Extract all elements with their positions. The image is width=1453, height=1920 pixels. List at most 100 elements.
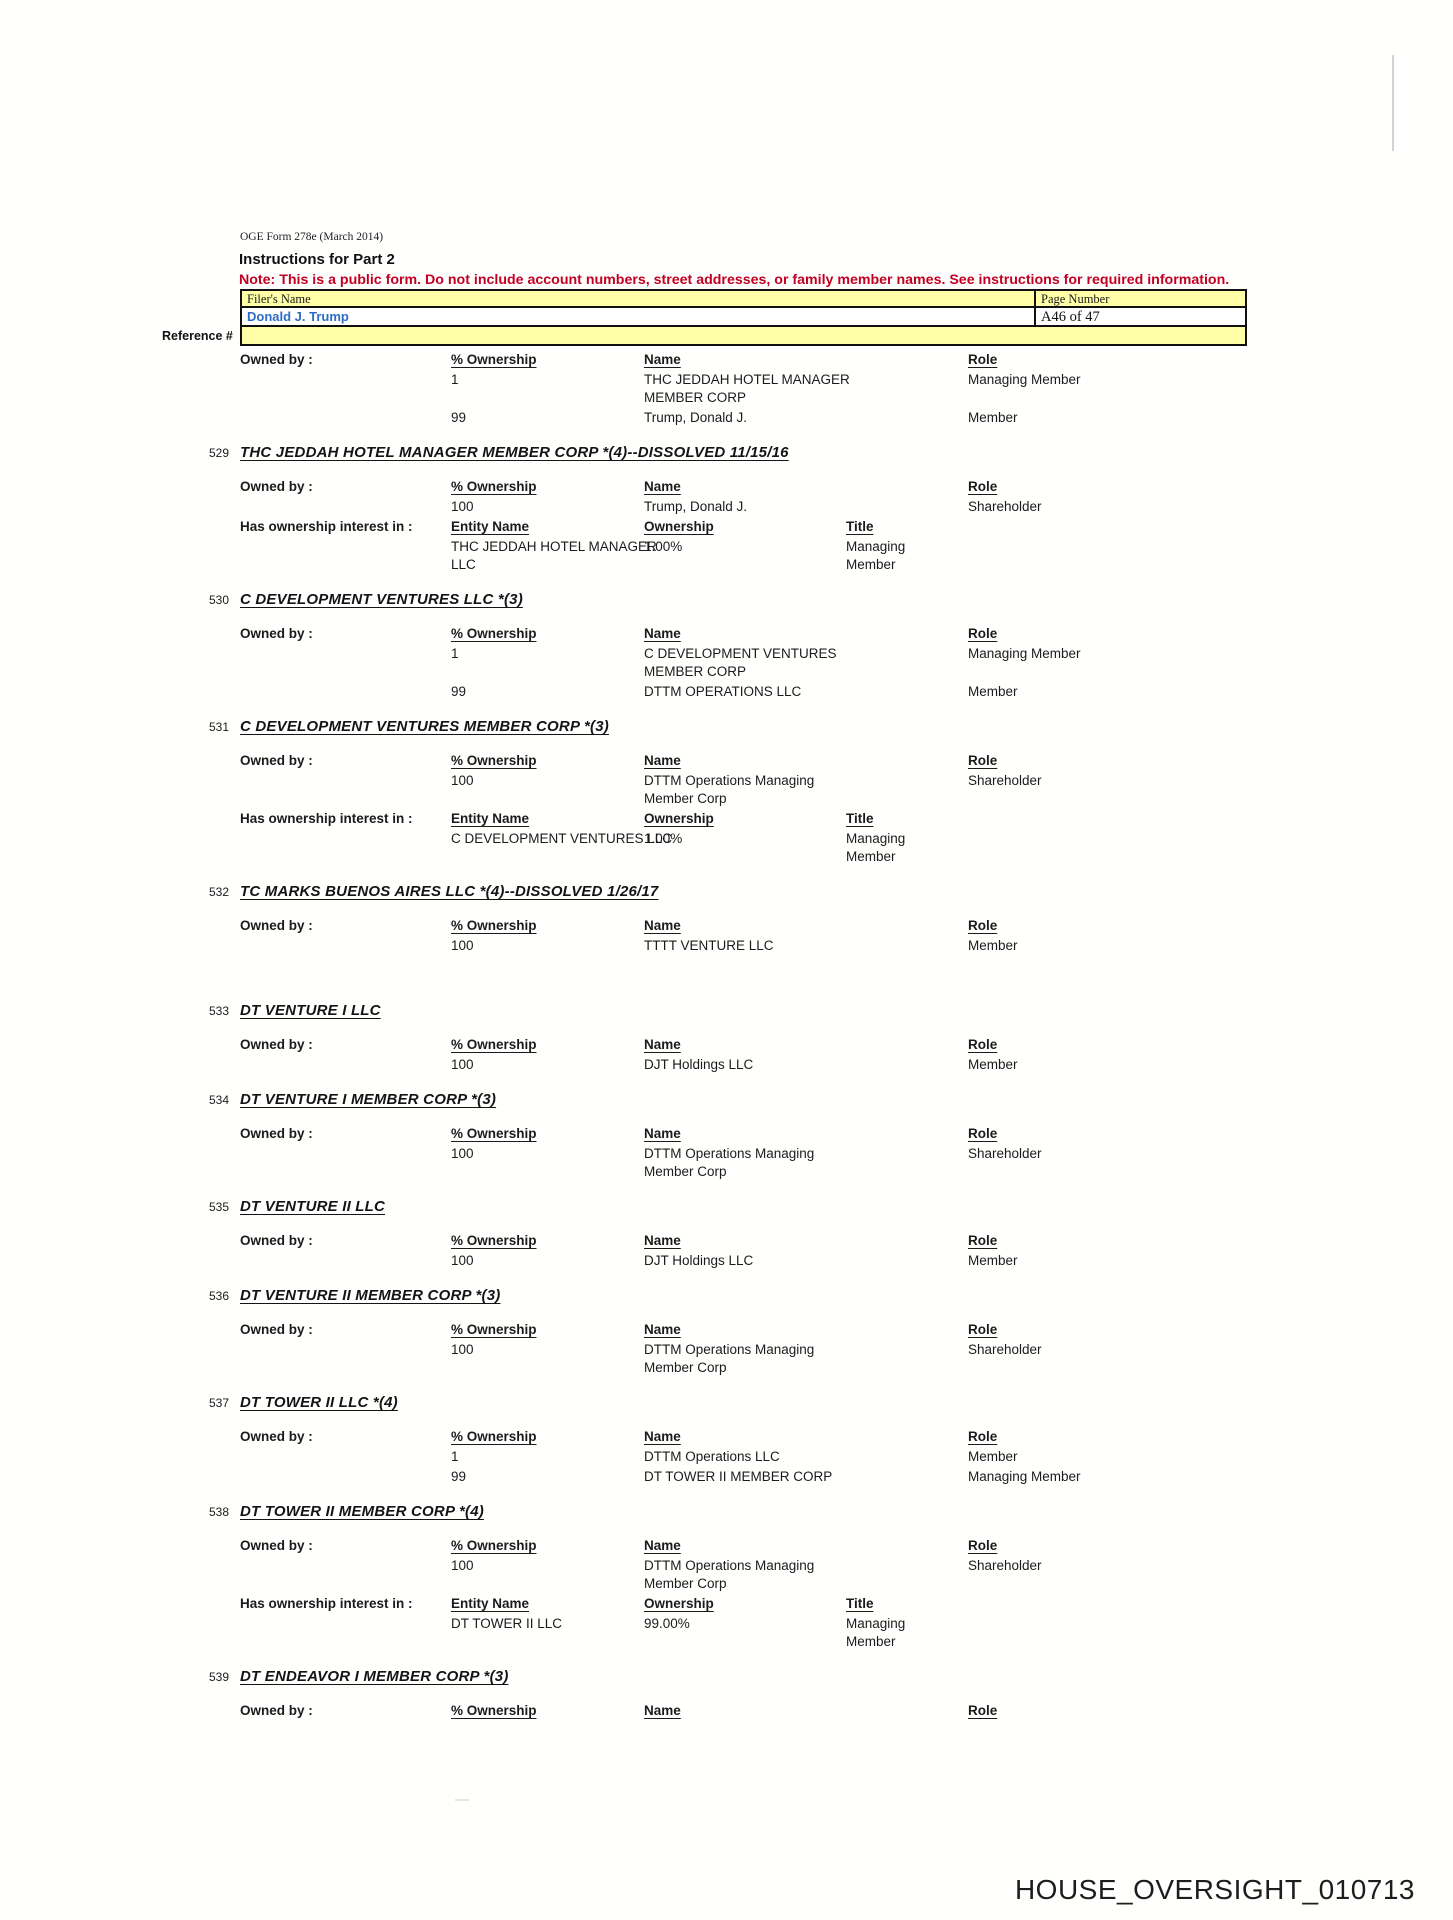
- section-heading: 537 DT TOWER II LLC *(4): [209, 1394, 1253, 1413]
- spacer-cell: [240, 498, 451, 516]
- spacer-cell: [846, 1056, 968, 1074]
- section-title: DT VENTURE II LLC: [240, 1198, 386, 1215]
- pct-cell: 99: [451, 410, 467, 425]
- scan-artifact-dash: [455, 1799, 469, 1801]
- ownership-row: 100 TTTT VENTURE LLC Member: [240, 937, 1253, 955]
- section: 537 DT TOWER II LLC *(4) Owned by : % Owner…: [209, 1394, 1253, 1486]
- spacer-cell: [846, 1428, 968, 1446]
- page-number-value: A46 of 47: [1041, 309, 1100, 325]
- pct-cell: 100: [451, 1253, 474, 1268]
- ownership-header: Ownership: [644, 519, 714, 534]
- ownership-row: 100 DTTM Operations Managing Member Corp S…: [240, 1341, 1253, 1377]
- column-header-row: Owned by : % Ownership Name Role: [240, 1036, 1253, 1054]
- section: 533 DT VENTURE I LLC Owned by : % Ownership…: [209, 1002, 1253, 1074]
- owned-by-label: Owned by :: [240, 479, 313, 494]
- owned-by-label: Owned by :: [240, 1429, 313, 1444]
- ownership-cell: 99.00%: [644, 1616, 690, 1631]
- pct-cell: 100: [451, 773, 474, 788]
- filer-info-table: Filer's Name Page Number Donald J. Trump…: [240, 289, 1247, 346]
- entity-cell: THC JEDDAH HOTEL MANAGER LLC: [451, 539, 657, 572]
- section-heading: 534 DT VENTURE I MEMBER CORP *(3): [209, 1091, 1253, 1110]
- footer-doc-id: HOUSE_OVERSIGHT_010713: [1014, 1874, 1415, 1905]
- spacer-cell: [846, 478, 968, 496]
- section-number: 536: [209, 1289, 230, 1303]
- pct-ownership-header: % Ownership: [451, 1037, 537, 1052]
- ownership-row: 100 Trump, Donald J. Shareholder: [240, 498, 1253, 516]
- name-cell: DTTM Operations Managing Member Corp: [644, 1146, 815, 1179]
- pct-cell: 100: [451, 938, 474, 953]
- scan-artifact-line: [1392, 55, 1394, 151]
- section-title: DT TOWER II MEMBER CORP *(4): [240, 1503, 484, 1520]
- section: 538 DT TOWER II MEMBER CORP *(4) Owned by …: [209, 1503, 1253, 1651]
- pct-ownership-header: % Ownership: [451, 1429, 537, 1444]
- role-cell: Member: [968, 1057, 1018, 1072]
- entity-name-header: Entity Name: [451, 1596, 530, 1611]
- role-cell: Shareholder: [968, 773, 1042, 788]
- pct-ownership-header: % Ownership: [451, 918, 537, 933]
- section-title: DT VENTURE II MEMBER CORP *(3): [240, 1287, 501, 1304]
- section-heading: 538 DT TOWER II MEMBER CORP *(4): [209, 1503, 1253, 1522]
- section-number: 533: [209, 1004, 230, 1018]
- entity-name-header: Entity Name: [451, 811, 530, 826]
- spacer-cell: [240, 683, 451, 701]
- role-header: Role: [968, 1429, 998, 1444]
- name-header: Name: [644, 918, 681, 933]
- spacer-cell: [846, 371, 968, 407]
- spacer-cell: [968, 830, 1253, 866]
- section-title: C DEVELOPMENT VENTURES LLC *(3): [240, 591, 523, 608]
- column-header-row: Owned by : % Ownership Name Role: [240, 752, 1253, 770]
- spacer-cell: [240, 1145, 451, 1181]
- ownership-row: 1 DTTM Operations LLC Member: [240, 1448, 1253, 1466]
- role-cell: Managing Member: [968, 372, 1081, 387]
- section-heading: 533 DT VENTURE I LLC: [209, 1002, 1253, 1021]
- owned-by-label: Owned by :: [240, 1322, 313, 1337]
- section-title: TC MARKS BUENOS AIRES LLC *(4)--DISSOLVE…: [240, 883, 659, 900]
- role-header: Role: [968, 1322, 998, 1337]
- section-number: 530: [209, 593, 230, 607]
- owned-by-label: Owned by :: [240, 1037, 313, 1052]
- pct-cell: 100: [451, 499, 474, 514]
- section-heading: 532 TC MARKS BUENOS AIRES LLC *(4)--DISSO…: [209, 883, 1253, 902]
- name-cell: DJT Holdings LLC: [644, 1253, 754, 1268]
- spacer-cell: [240, 772, 451, 808]
- spacer-cell: [240, 1448, 451, 1466]
- title-cell: Managing Member: [846, 1616, 906, 1649]
- role-cell: Shareholder: [968, 1342, 1042, 1357]
- page-number-label: Page Number: [1041, 292, 1110, 306]
- owned-by-label: Owned by :: [240, 626, 313, 641]
- spacer-cell: [846, 1448, 968, 1466]
- spacer-cell: [240, 1557, 451, 1593]
- instructions-heading: Instructions for Part 2: [239, 251, 395, 268]
- name-cell: DTTM Operations Managing Member Corp: [644, 1558, 815, 1591]
- reference-number-row: [242, 327, 1245, 344]
- pct-cell: 99: [451, 1469, 467, 1484]
- spacer-cell: [240, 1468, 451, 1486]
- spacer-cell: [846, 1145, 968, 1181]
- section-title: DT ENDEAVOR I MEMBER CORP *(3): [240, 1668, 509, 1685]
- spacer-cell: [846, 1537, 968, 1555]
- ownership-row: 100 DJT Holdings LLC Member: [240, 1252, 1253, 1270]
- spacer-cell: [968, 1615, 1253, 1651]
- role-header: Role: [968, 1538, 998, 1553]
- spacer-cell: [240, 1615, 451, 1651]
- title-header: Title: [846, 519, 874, 534]
- spacer-cell: [846, 1341, 968, 1377]
- filer-header-row: Filer's Name Page Number: [242, 291, 1245, 308]
- spacer-cell: [968, 518, 1253, 536]
- role-header: Role: [968, 1037, 998, 1052]
- role-cell: Member: [968, 684, 1018, 699]
- spacer-cell: [846, 1036, 968, 1054]
- role-header: Role: [968, 1703, 998, 1718]
- pct-cell: 99: [451, 684, 467, 699]
- has-ownership-label: Has ownership interest in :: [240, 1596, 413, 1611]
- name-cell: DJT Holdings LLC: [644, 1057, 754, 1072]
- entity-cell: C DEVELOPMENT VENTURES LLC: [451, 831, 673, 846]
- section-heading: 536 DT VENTURE II MEMBER CORP *(3): [209, 1287, 1253, 1306]
- spacer-cell: [846, 772, 968, 808]
- spacer-cell: [846, 498, 968, 516]
- pct-cell: 1: [451, 646, 459, 661]
- name-header: Name: [644, 479, 681, 494]
- spacer-cell: [240, 937, 451, 955]
- role-cell: Shareholder: [968, 499, 1042, 514]
- pct-cell: 100: [451, 1558, 474, 1573]
